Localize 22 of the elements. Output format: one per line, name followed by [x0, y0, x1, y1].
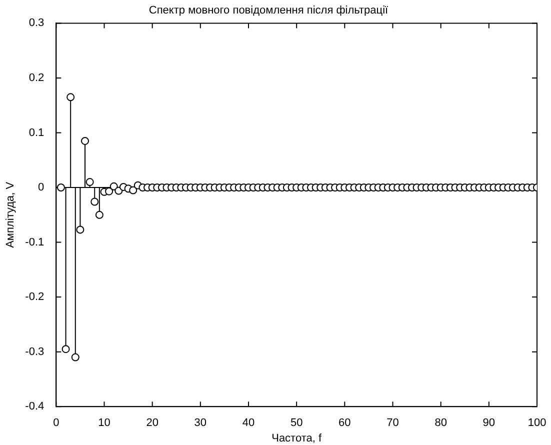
y-tick-label: -0.4 [25, 400, 44, 413]
chart-title: Спектр мовного повідомлення після фільтрації [148, 4, 388, 17]
x-tick-label: 20 [146, 417, 158, 430]
x-tick-label: 10 [98, 417, 110, 430]
y-tick-label: 0 [38, 182, 44, 194]
x-tick-label: 80 [434, 417, 447, 430]
y-tick-label: 0.2 [28, 72, 44, 84]
x-tick-label: 30 [194, 417, 207, 430]
x-tick-label: 50 [290, 417, 303, 430]
y-tick-label: -0.2 [25, 291, 44, 304]
y-tick-label: 0.1 [28, 126, 44, 139]
y-tick-label: -0.3 [25, 346, 44, 358]
x-tick-label: 70 [386, 417, 399, 430]
y-axis-title: Амплітуда, V [4, 181, 17, 248]
x-tick-label: 40 [242, 417, 255, 430]
x-tick-label: 90 [482, 417, 496, 430]
y-tick-label: 0.3 [28, 17, 44, 30]
x-tick-label: 0 [53, 417, 60, 430]
y-tick-label: -0.1 [25, 236, 44, 248]
x-tick-label: 100 [528, 417, 546, 430]
x-tick-label: 60 [338, 417, 351, 430]
x-axis-title: Частота, f [272, 432, 322, 444]
